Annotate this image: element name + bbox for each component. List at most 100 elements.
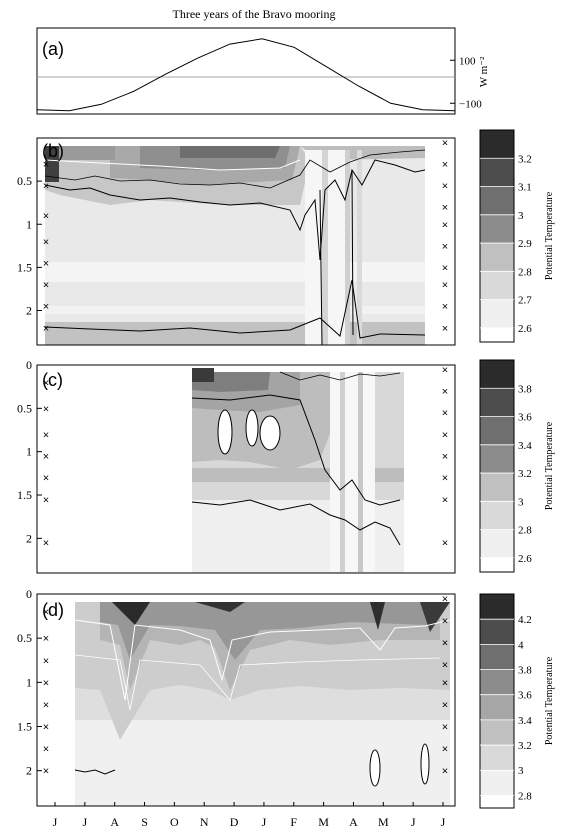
month-label: J [53, 815, 58, 829]
colorbar-tick-label: 2.8 [518, 266, 532, 278]
colorbar-band [480, 158, 514, 187]
sensor-marker: × [442, 494, 448, 506]
colorbar-frame [479, 593, 515, 809]
month-label: A [110, 815, 119, 829]
colorbar-band [480, 669, 514, 695]
y-tick-label: 0 [26, 587, 32, 601]
month-label: M [378, 815, 389, 829]
month-label: O [170, 815, 179, 829]
colorbar-band [480, 770, 514, 796]
sensor-marker: × [43, 766, 49, 778]
colorbar-band [480, 416, 514, 445]
panel-a-y-label: W m⁻² [478, 56, 490, 87]
month-label: N [200, 815, 209, 829]
sensor-marker: × [43, 211, 49, 223]
y-tick-label: 1 [26, 675, 32, 689]
y-tick-label: 0.5 [17, 631, 32, 645]
panel-d-frame [36, 593, 456, 807]
panel-b-field [44, 146, 426, 345]
sensor-marker: × [43, 699, 49, 711]
colorbar-band [480, 501, 514, 530]
sensor-marker: × [43, 538, 49, 550]
month-label: D [230, 815, 239, 829]
sensor-marker: × [43, 722, 49, 734]
sensor-marker: × [442, 451, 448, 463]
y-tick-label: 1.5 [17, 260, 32, 274]
panel-c-label: (c) [42, 370, 63, 390]
colorbar-band [480, 243, 514, 272]
panel-d-field [74, 602, 451, 806]
panel-a-label: (a) [42, 39, 64, 59]
sensor-marker: × [43, 323, 49, 335]
colorbar-tick-label: 4.2 [518, 614, 532, 626]
colorbar-tick-label: 2.6 [518, 323, 532, 335]
colorbar-tick-label: 2.6 [518, 553, 532, 565]
colorbar-b: 3.2 3.1 3 2.9 2.8 2.7 2.6 Potential Temperature [479, 129, 555, 343]
panel-b-frame [36, 137, 456, 346]
y-tick-label: 1.5 [17, 720, 32, 734]
panel-b-lower-contour [44, 279, 426, 339]
sensor-marker: × [442, 616, 448, 628]
colorbar-d: 4.2 4 3.8 3.6 3.4 3.2 3 2.8 Potential Temperatur… [479, 593, 555, 809]
colorbar-tick-label: 4 [518, 639, 524, 651]
sensor-marker: × [442, 386, 448, 398]
colorbar-tick-label: 2.8 [518, 790, 532, 802]
sensor-marker: × [442, 180, 448, 192]
colorbar-tick-label: 3.2 [518, 153, 532, 165]
sensor-marker: × [43, 633, 49, 645]
sensor-marker: × [43, 403, 49, 415]
sensor-marker: × [442, 538, 448, 550]
colorbar-band [480, 694, 514, 720]
sensor-marker: × [442, 262, 448, 274]
colorbar-band [480, 130, 514, 159]
colorbar-tick-label: 3 [518, 210, 524, 222]
colorbar-tick-label: 3.2 [518, 468, 532, 480]
panel-a-y-ticks: 100 −100 [450, 55, 482, 110]
panel-d-contour-blob [420, 743, 430, 785]
colorbar-tick-label: 3 [518, 496, 524, 508]
panel-b-mid-contour [44, 149, 426, 189]
sensor-marker: × [442, 159, 448, 171]
sensor-marker: × [43, 494, 49, 506]
sensor-marker: × [43, 677, 49, 689]
month-label: F [290, 815, 297, 829]
colorbar-c: 3.8 3.6 3.4 3.2 3 2.8 2.6 Potential Temperature [479, 359, 555, 573]
sensor-marker: × [442, 660, 448, 672]
panel-c-y-ticks: 0 0.5 1 1.5 2 [17, 358, 42, 545]
y-tick-label: 1.5 [17, 488, 32, 502]
colorbar-band [480, 795, 514, 808]
panel-c: (c) 0 0.5 1 1.5 2 × × × × × × × × × × × × × × × [17, 358, 456, 574]
sensor-marker: × [442, 364, 448, 376]
sensor-marker: × [43, 607, 49, 619]
panel-c-sensor-markers: × × × × × × × × × × × × × × × [43, 364, 448, 549]
y-tick-label: 2 [26, 531, 32, 545]
sensor-marker: × [442, 280, 448, 292]
panel-b-sensor-markers: × × × × × × × × × × × × × × × × × × [43, 137, 448, 334]
panel-b: (b) 0.5 1 1.5 2 × × × × × × × × × × × × × × × × × × [17, 137, 456, 346]
panel-b-upper-white-contour [44, 159, 301, 171]
sensor-marker: × [442, 241, 448, 253]
colorbar-band [480, 186, 514, 215]
colorbar-band [480, 529, 514, 558]
panel-d-label: (d) [42, 600, 64, 620]
colorbar-band [480, 271, 514, 300]
colorbar-band [480, 594, 514, 620]
colorbar-tick-label: 2.8 [518, 525, 532, 537]
panel-c-top-contour [279, 371, 401, 381]
sensor-marker: × [442, 722, 448, 734]
colorbar-band [480, 557, 514, 572]
colorbar-tick-label: 3.8 [518, 665, 532, 677]
colorbar-band [480, 719, 514, 746]
y-tick-label: 2 [26, 764, 32, 778]
panel-d-white-contour [74, 619, 451, 701]
colorbar-band [480, 360, 514, 389]
colorbar-band [480, 444, 514, 474]
panel-d-contour-blob [369, 749, 381, 787]
colorbar-tick-label: 3.4 [518, 715, 532, 727]
sensor-marker: × [43, 180, 49, 192]
month-label: J [83, 815, 88, 829]
panel-c-contour-blob [259, 415, 281, 451]
y-tick-label: 0.5 [17, 401, 32, 415]
colorbar-band [480, 619, 514, 645]
